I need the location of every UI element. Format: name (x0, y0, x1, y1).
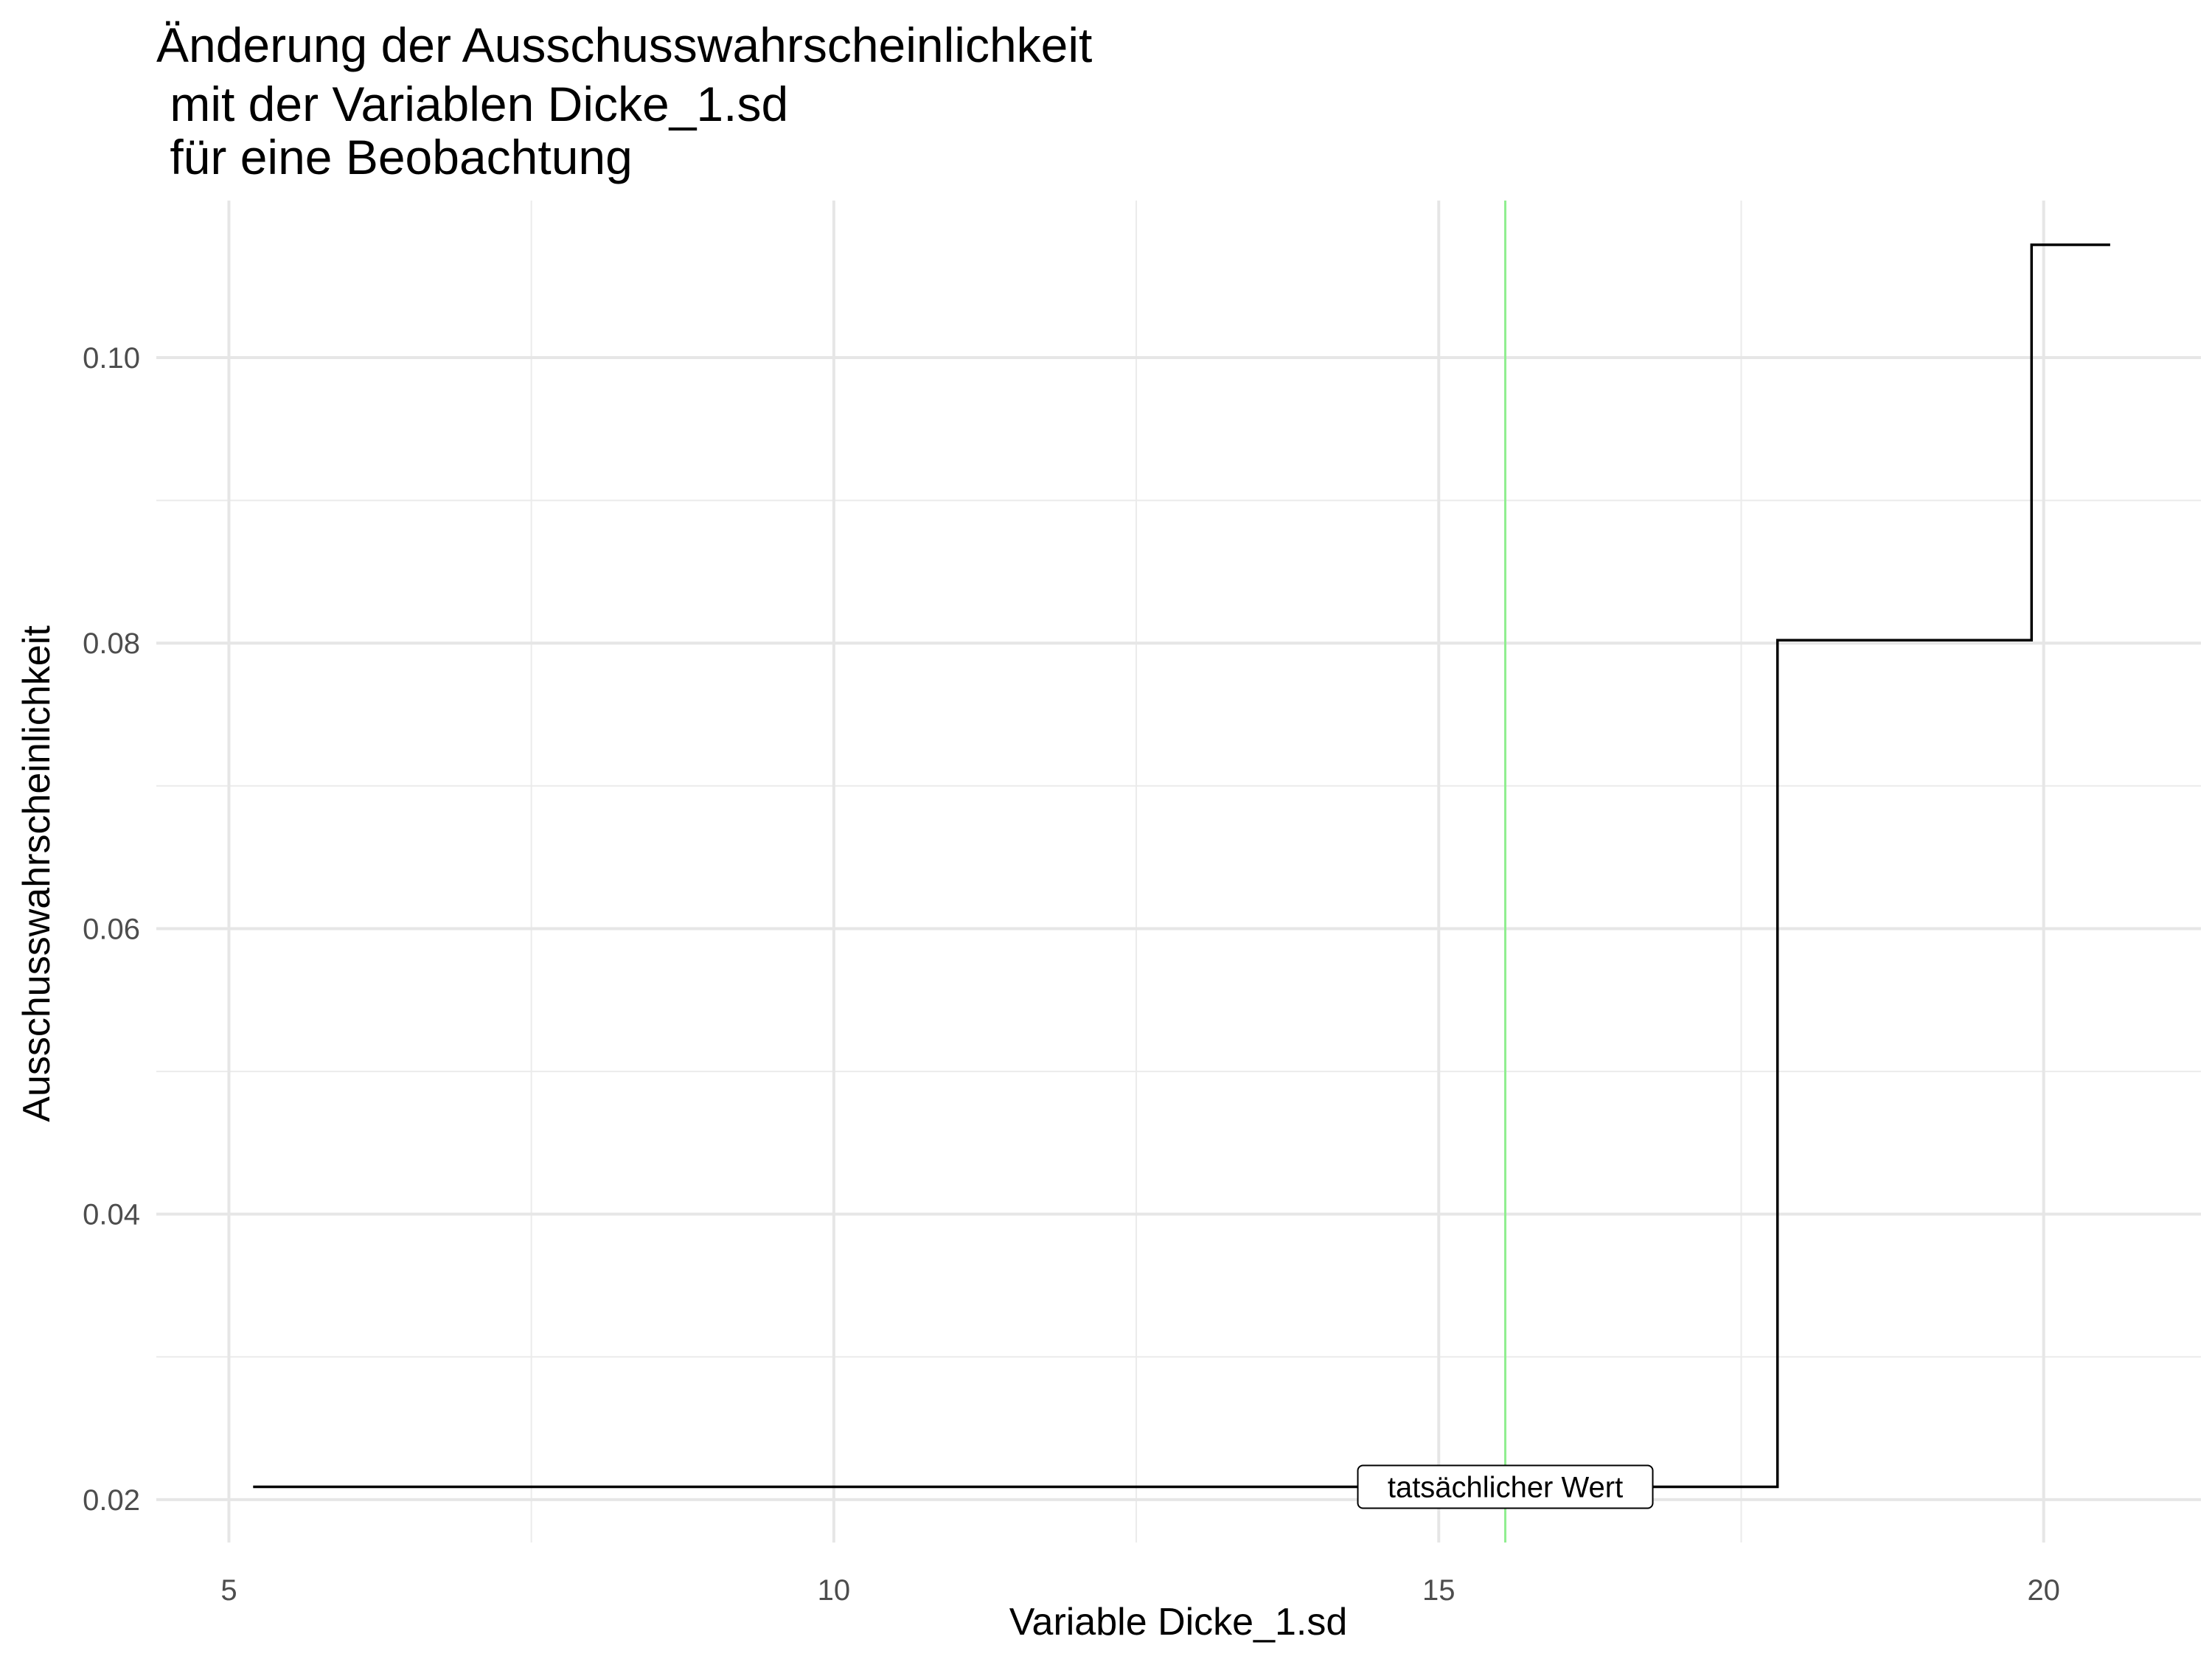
x-tick-label: 15 (1422, 1574, 1455, 1607)
major-grid (156, 201, 2201, 1543)
x-tick-labels: 5 10 15 20 (220, 1574, 2060, 1607)
annotation-layer: tatsächlicher Wert (1357, 1464, 1654, 1509)
y-tick-label: 0.04 (83, 1199, 140, 1231)
chart-title-line-1: Änderung der Ausschusswahrscheinlichkeit (156, 18, 1093, 72)
x-tick-label: 20 (2027, 1574, 2060, 1607)
reference-label: tatsächlicher Wert (1388, 1471, 1623, 1503)
y-tick-label: 0.06 (83, 913, 140, 945)
y-tick-label: 0.08 (83, 627, 140, 660)
chart-title-line-3: für eine Beobachtung (156, 130, 633, 184)
reference-label-box (1357, 1464, 1654, 1509)
y-tick-label: 0.10 (83, 342, 140, 375)
minor-grid (156, 201, 2201, 1543)
x-axis-title: Variable Dicke_1.sd (1009, 1601, 1348, 1644)
chart-title-line-2: mit der Variablen Dicke_1.sd (156, 77, 789, 131)
x-tick-label: 10 (818, 1574, 851, 1607)
y-tick-label: 0.02 (83, 1484, 140, 1517)
y-tick-labels: 0.02 0.04 0.06 0.08 0.10 (83, 342, 140, 1517)
y-axis-title: Ausschusswahrscheinlichkeit (15, 625, 58, 1122)
x-tick-label: 5 (220, 1574, 237, 1607)
